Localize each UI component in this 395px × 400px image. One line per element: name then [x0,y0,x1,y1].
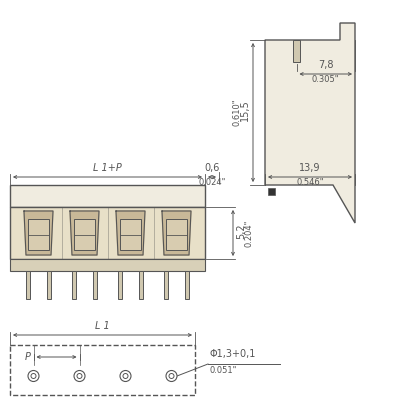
Bar [74,219,95,250]
Text: 7,8: 7,8 [318,60,333,70]
Bar [72,271,76,299]
Text: 0.051": 0.051" [210,366,237,375]
Bar [10,345,195,395]
Bar [293,40,300,62]
Text: 0.546": 0.546" [296,178,324,187]
Polygon shape [265,23,355,223]
Bar [120,219,141,250]
Bar [47,271,51,299]
Text: 0.024": 0.024" [198,178,226,187]
Text: L 1+P: L 1+P [93,163,122,173]
Text: 15,5: 15,5 [240,100,250,121]
Bar [185,271,189,299]
Bar [118,271,122,299]
Bar [10,207,205,259]
Bar [268,188,275,195]
Bar [10,259,205,271]
Circle shape [169,374,174,378]
Circle shape [31,374,36,378]
Circle shape [28,370,39,382]
Text: 5,2: 5,2 [236,223,246,239]
Circle shape [166,370,177,382]
Text: 0,6: 0,6 [204,163,220,173]
Circle shape [74,370,85,382]
Bar [164,271,168,299]
Bar [166,219,187,250]
Bar [10,185,205,207]
Circle shape [120,370,131,382]
Bar [28,219,49,250]
Text: P: P [24,352,30,362]
Polygon shape [116,211,145,255]
Text: 0.610": 0.610" [233,99,242,126]
Bar [26,271,30,299]
Bar [93,271,97,299]
Polygon shape [70,211,99,255]
Circle shape [123,374,128,378]
Bar [139,271,143,299]
Text: 0.204": 0.204" [244,219,253,247]
Text: L 1: L 1 [95,321,110,331]
Polygon shape [162,211,191,255]
Polygon shape [24,211,53,255]
Text: 13,9: 13,9 [299,163,321,173]
Circle shape [77,374,82,378]
Text: 0.305": 0.305" [312,75,339,84]
Text: Φ1,3+0,1: Φ1,3+0,1 [210,349,256,359]
